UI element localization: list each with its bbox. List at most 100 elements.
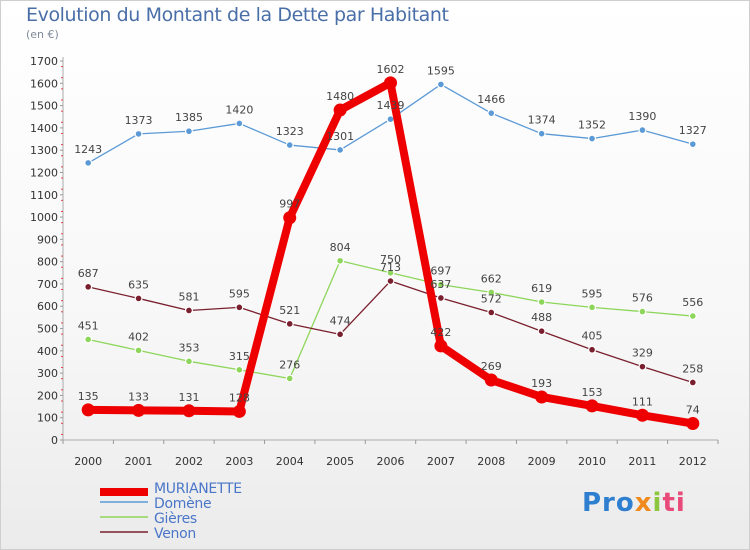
- data-point: [134, 294, 143, 303]
- data-point: [336, 256, 345, 265]
- data-label: 74: [686, 404, 700, 417]
- data-label: 276: [279, 358, 300, 371]
- data-point: [283, 211, 297, 225]
- data-label: 750: [380, 253, 401, 266]
- data-point: [537, 327, 546, 336]
- legend-swatch-domene: [100, 501, 148, 503]
- data-point: [132, 403, 146, 417]
- data-point: [285, 374, 294, 383]
- data-point: [285, 141, 294, 150]
- data-point: [635, 408, 649, 422]
- line-chart: 0 100 200 300 400 500 600 700 800 900 1000 1100 1200…: [30, 55, 719, 468]
- data-label: 135: [78, 390, 99, 403]
- legend-swatch-venon: [100, 531, 148, 533]
- y-tick-label: 0: [51, 434, 58, 447]
- data-point: [333, 103, 347, 117]
- data-label: 1466: [477, 93, 505, 106]
- legend-item-venon: Venon: [98, 526, 318, 544]
- data-point: [336, 330, 345, 339]
- data-point: [537, 297, 546, 306]
- data-point: [588, 345, 597, 354]
- chart-title: Evolution du Montant de la Dette par Hab…: [26, 4, 449, 26]
- data-point: [638, 126, 647, 135]
- legend-label-domene: Domène: [154, 496, 212, 512]
- data-point: [688, 140, 697, 149]
- data-label: 713: [380, 261, 401, 274]
- data-label: 576: [632, 292, 653, 305]
- data-point: [588, 134, 597, 143]
- proxiti-logo: Proxiti: [582, 488, 686, 518]
- x-tick-label: 2011: [628, 455, 656, 468]
- data-point: [235, 365, 244, 374]
- y-tick-label: 700: [37, 278, 58, 291]
- data-label: 1323: [276, 125, 304, 138]
- data-point: [84, 158, 93, 167]
- data-label: 637: [430, 278, 451, 291]
- data-label: 697: [430, 265, 451, 278]
- data-point: [134, 129, 143, 138]
- data-point: [535, 390, 549, 404]
- y-tick-label: 1300: [30, 144, 58, 157]
- y-tick-label: 300: [37, 367, 58, 380]
- data-label: 1327: [679, 124, 707, 137]
- x-tick-label: 2002: [175, 455, 203, 468]
- x-tick-label: 2009: [528, 455, 556, 468]
- data-point: [436, 80, 445, 89]
- chart-subtitle: (en €): [26, 28, 59, 41]
- data-point: [386, 268, 395, 277]
- data-label: 572: [481, 292, 502, 305]
- data-point: [638, 362, 647, 371]
- data-point: [285, 319, 294, 328]
- data-label: 1602: [377, 63, 405, 76]
- data-label: 595: [582, 287, 603, 300]
- data-point: [182, 404, 196, 418]
- data-point: [184, 357, 193, 366]
- data-label: 153: [582, 386, 603, 399]
- data-point: [436, 293, 445, 302]
- data-point: [487, 288, 496, 297]
- x-tick-label: 2005: [326, 455, 354, 468]
- data-point: [688, 378, 697, 387]
- y-tick-label: 1100: [30, 189, 58, 202]
- y-tick-label: 400: [37, 345, 58, 358]
- data-label: 474: [330, 314, 351, 327]
- y-tick-label: 200: [37, 389, 58, 402]
- y-tick-label: 500: [37, 323, 58, 336]
- data-point: [537, 129, 546, 138]
- data-label: 1595: [427, 64, 455, 77]
- data-label: 422: [430, 326, 451, 339]
- data-point: [184, 306, 193, 315]
- data-label: 1301: [326, 130, 354, 143]
- data-point: [184, 127, 193, 136]
- data-label: 353: [178, 341, 199, 354]
- data-point: [588, 303, 597, 312]
- legend-item-murianette: MURIANETTE: [98, 481, 318, 499]
- data-point: [84, 282, 93, 291]
- data-label: 1480: [326, 90, 354, 103]
- legend-item-gieres: Gières: [98, 511, 318, 529]
- chart-legend: MURIANETTE Domène Gières Venon: [98, 481, 318, 544]
- data-label: 635: [128, 278, 149, 291]
- data-point: [386, 277, 395, 286]
- y-tick-label: 1200: [30, 166, 58, 179]
- data-point: [434, 339, 448, 353]
- x-tick-label: 2012: [679, 455, 707, 468]
- data-label: 405: [582, 330, 603, 343]
- data-point: [436, 280, 445, 289]
- legend-swatch-murianette: [100, 488, 148, 496]
- data-label: 402: [128, 330, 149, 343]
- data-label: 329: [632, 347, 653, 360]
- y-tick-label: 1400: [30, 122, 58, 135]
- data-point: [487, 109, 496, 118]
- data-point: [84, 335, 93, 344]
- data-label: 131: [178, 391, 199, 404]
- data-point: [235, 119, 244, 128]
- data-label: 128: [229, 391, 250, 404]
- data-point: [232, 404, 246, 418]
- data-label: 258: [682, 362, 703, 375]
- x-tick-label: 2007: [427, 455, 455, 468]
- data-label: 1374: [528, 114, 556, 127]
- legend-label-murianette: MURIANETTE: [154, 481, 242, 497]
- data-label: 687: [78, 267, 99, 280]
- data-point: [134, 346, 143, 355]
